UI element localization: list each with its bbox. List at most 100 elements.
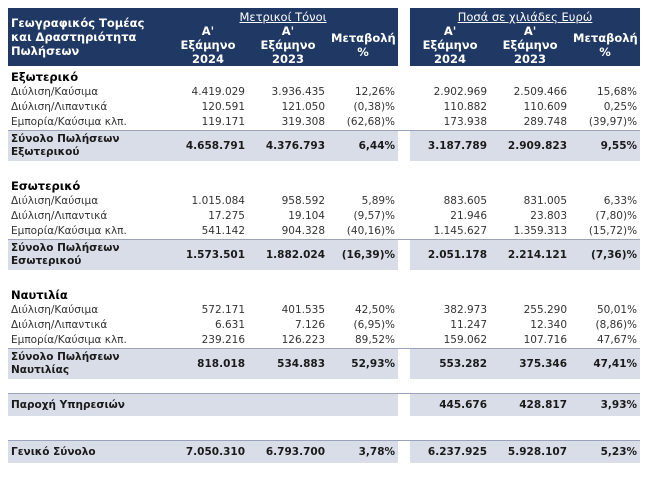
row-label: Διύλιση/Λιπαντικά xyxy=(11,319,108,331)
value-cell: 401.535 xyxy=(281,304,325,316)
gap xyxy=(398,348,411,379)
row-label: Σύνολο Πωλήσεων Ναυτιλίας xyxy=(8,348,168,379)
spacer-cell xyxy=(8,161,168,175)
spacer-cell xyxy=(8,379,168,394)
spacer xyxy=(8,379,640,394)
group-header: Μετρικοί Τόνοι xyxy=(168,8,399,24)
spacer-cell xyxy=(570,416,640,441)
value-cell: 7.126 xyxy=(294,319,325,331)
row-label: Διύλιση/Λιπαντικά xyxy=(11,101,108,113)
value-cell: 1.359.313 xyxy=(513,225,568,237)
data-row: Διύλιση/Καύσιμα 4.419.029 3.936.435 12,26% 2… xyxy=(8,85,640,100)
value-cell: (7,80)% xyxy=(595,210,638,222)
value-cell: (7,36)% xyxy=(570,239,641,270)
value-cell: 6,33% xyxy=(603,195,638,207)
row-label: Παροχή Υπηρεσιών xyxy=(8,393,168,416)
gap xyxy=(398,318,411,333)
value-cell: (6,95)% xyxy=(353,319,396,331)
column-header: Α' Εξάμηνο 2023 xyxy=(490,24,571,66)
section-title-row: Εξωτερικό xyxy=(8,66,640,85)
gap xyxy=(398,130,411,161)
value-cell: 239.216 xyxy=(201,334,245,346)
value-cell: (40,16)% xyxy=(346,225,396,237)
value-cell: 23.803 xyxy=(530,210,568,222)
data-row: Εμπορία/Καύσιμα κλπ. 541.142 904.328 (40,16… xyxy=(8,224,640,240)
spacer xyxy=(8,416,640,441)
data-row: Εμπορία/Καύσιμα κλπ. 239.216 126.223 89,52%… xyxy=(8,333,640,349)
value-cell: 126.223 xyxy=(281,334,325,346)
data-row: Διύλιση/Καύσιμα 572.171 401.535 42,50% 382.9… xyxy=(8,303,640,318)
value-cell: 12.340 xyxy=(530,319,568,331)
value-cell: 904.328 xyxy=(281,225,325,237)
spacer-cell xyxy=(410,161,490,175)
value-cell: 445.676 xyxy=(410,393,491,416)
value-cell: 1.573.501 xyxy=(168,239,248,270)
value-cell: 818.018 xyxy=(168,348,248,379)
gap xyxy=(398,85,411,100)
data-row: Διύλιση/Λιπαντικά 120.591 121.050 (0,38)% 11… xyxy=(8,100,640,115)
value-cell: 47,41% xyxy=(570,348,641,379)
value-cell: 9,55% xyxy=(570,130,641,161)
row-label: Εμπορία/Καύσιμα κλπ. xyxy=(11,334,127,346)
value-cell: 3,93% xyxy=(570,393,641,416)
spacer-cell xyxy=(570,161,640,175)
value-cell: 534.883 xyxy=(248,348,328,379)
value-cell xyxy=(328,393,399,416)
spacer-cell xyxy=(328,416,398,441)
spacer-cell xyxy=(490,416,570,441)
value-cell: 958.592 xyxy=(281,195,325,207)
table-body: Εξωτερικό Διύλιση/Καύσιμα 4.419.029 3.936.4… xyxy=(8,66,641,463)
value-cell: 17.275 xyxy=(208,210,245,222)
column-header: Α' Εξάμηνο 2023 xyxy=(248,24,328,66)
section-title: Εξωτερικό xyxy=(11,69,79,84)
value-cell: (8,86)% xyxy=(595,319,638,331)
value-cell: 2.051.178 xyxy=(410,239,491,270)
value-cell: 428.817 xyxy=(490,393,571,416)
value-cell: 89,52% xyxy=(354,334,396,346)
value-cell: 6.237.925 xyxy=(410,440,491,463)
row-label: Διύλιση/Καύσιμα xyxy=(11,304,99,316)
table-header: Γεωγραφικός Τομέας και Δραστηριότητα Πωλ… xyxy=(8,8,641,66)
spacer-cell xyxy=(410,379,490,394)
group-header: Ποσά σε χιλιάδες Ευρώ xyxy=(410,8,641,24)
spacer xyxy=(8,270,640,284)
spacer-cell xyxy=(398,416,411,441)
total-row: Σύνολο Πωλήσεων Εσωτερικού 1.573.501 1.882… xyxy=(8,239,641,270)
value-cell: 375.346 xyxy=(490,348,571,379)
row-label: Διύλιση/Καύσιμα xyxy=(11,195,99,207)
value-cell: 42,50% xyxy=(354,304,396,316)
data-row: Διύλιση/Λιπαντικά 6.631 7.126 (6,95)% 11.247… xyxy=(8,318,640,333)
value-cell: 289.748 xyxy=(523,116,568,128)
value-cell: 5,23% xyxy=(570,440,641,463)
spacer-cell xyxy=(248,161,328,175)
value-cell: 2.509.466 xyxy=(513,86,568,98)
column-header: Α' Εξάμηνο 2024 xyxy=(410,24,491,66)
value-cell: 6.631 xyxy=(214,319,245,331)
services-row: Παροχή Υπηρεσιών 445.676 428.817 3,93% xyxy=(8,393,641,416)
spacer xyxy=(8,161,640,175)
spacer-cell xyxy=(410,270,490,284)
value-cell: 1.882.024 xyxy=(248,239,328,270)
value-cell: 255.290 xyxy=(523,304,568,316)
value-cell: 5.928.107 xyxy=(490,440,571,463)
value-cell: 47,67% xyxy=(597,334,638,346)
spacer-cell xyxy=(398,379,411,394)
row-label: Διύλιση/Καύσιμα xyxy=(11,86,99,98)
spacer-cell xyxy=(328,379,398,394)
value-cell: 5,89% xyxy=(361,195,396,207)
value-cell: 52,93% xyxy=(328,348,399,379)
column-header: Μεταβολή % xyxy=(570,24,641,66)
row-label: Εμπορία/Καύσιμα κλπ. xyxy=(11,225,127,237)
value-cell: 11.247 xyxy=(450,319,488,331)
value-cell: 19.104 xyxy=(288,210,325,222)
row-label: Εμπορία/Καύσιμα κλπ. xyxy=(11,116,127,128)
value-cell: 12,26% xyxy=(354,86,396,98)
gap xyxy=(398,393,411,416)
row-label: Σύνολο Πωλήσεων Εξωτερικού xyxy=(8,130,168,161)
value-cell: 120.591 xyxy=(201,101,245,113)
spacer-cell xyxy=(168,161,248,175)
value-cell: 541.142 xyxy=(201,225,245,237)
value-cell: 21.946 xyxy=(450,210,488,222)
spacer-cell xyxy=(398,270,411,284)
